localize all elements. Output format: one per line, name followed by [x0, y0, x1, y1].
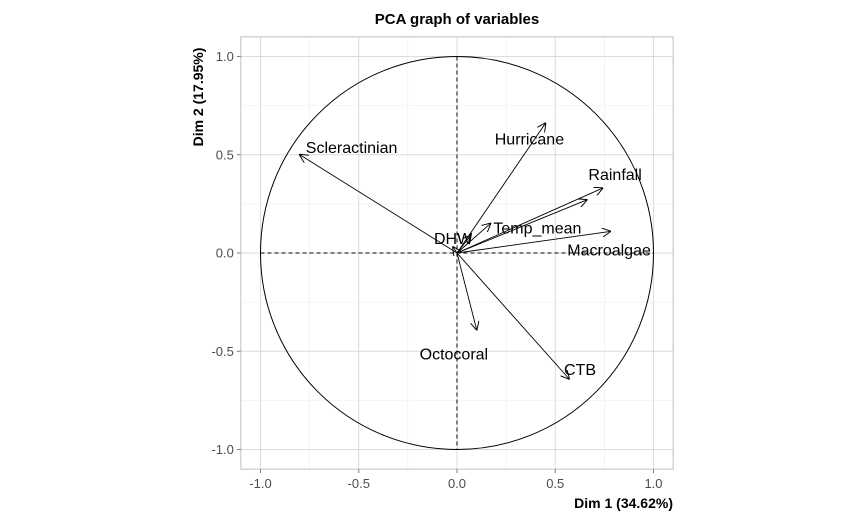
x-tick-label: 0.5	[546, 476, 564, 491]
arrow-hurricane	[456, 123, 545, 254]
label-ctb: CTB	[564, 362, 596, 379]
label-scleractinian: Scleractinian	[306, 140, 398, 157]
variable-labels: Scleractinian Hurricane Rainfall Temp_mean M…	[306, 131, 651, 378]
x-tick-label: 0.0	[448, 476, 466, 491]
x-axis-title: Dim 1 (34.62%)	[574, 495, 673, 511]
chart-title: PCA graph of variables	[375, 11, 540, 28]
x-tick-label: 1.0	[644, 476, 662, 491]
arrow-ctb	[456, 252, 569, 379]
arrow-dhw	[453, 247, 457, 253]
label-temp-mean: Temp_mean	[493, 221, 581, 238]
arrow-scleractinian	[300, 155, 458, 254]
label-macroalgae: Macroalgae	[567, 242, 651, 259]
y-tick-label: 0.5	[216, 147, 234, 162]
label-hurricane: Hurricane	[495, 131, 564, 148]
y-tick-label: -1.0	[211, 442, 233, 457]
y-tick-label: 0.0	[216, 246, 234, 261]
y-axis-title: Dim 2 (17.95%)	[190, 48, 206, 147]
axis-ticks	[236, 56, 654, 474]
variable-arrows	[300, 123, 610, 378]
y-tick-label: -0.5	[211, 344, 233, 359]
label-dhw: DHW	[434, 231, 473, 248]
arrow-temp-mean	[456, 224, 490, 254]
arrow-macroalgae	[456, 231, 610, 254]
y-tick-label: 1.0	[216, 49, 234, 64]
arrow-unlabeled	[456, 200, 587, 254]
x-tick-label: -1.0	[249, 476, 271, 491]
label-octocoral: Octocoral	[420, 347, 488, 364]
arrow-octocoral	[456, 252, 477, 330]
x-tick-label: -0.5	[348, 476, 370, 491]
label-rainfall: Rainfall	[588, 167, 641, 184]
tick-labels: -1.0 -0.5 0.0 0.5 1.0 -1.0 -0.5 0.0 0.5 1.0	[211, 49, 662, 491]
